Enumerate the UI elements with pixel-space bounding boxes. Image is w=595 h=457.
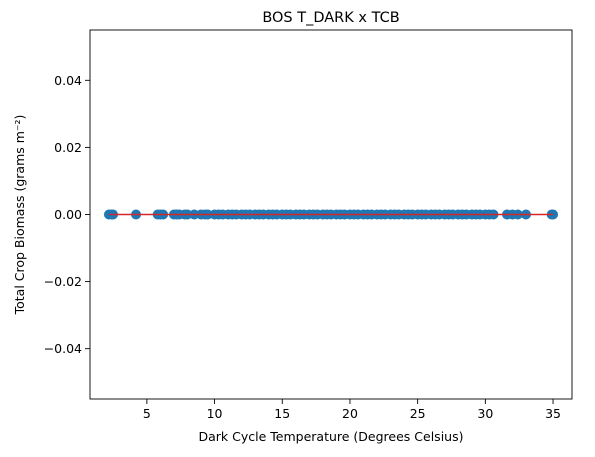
y-tick-label: 0.02 [54, 140, 82, 155]
y-axis: −0.04 −0.02 0.00 0.02 0.04 [44, 73, 90, 356]
y-tick-label: 0.04 [54, 73, 82, 88]
x-tick-label: 5 [143, 406, 151, 421]
x-tick-label: 15 [274, 406, 290, 421]
y-tick-label: −0.04 [44, 341, 82, 356]
x-tick-label: 30 [477, 406, 493, 421]
y-tick-label: −0.02 [44, 274, 82, 289]
y-tick-label: 0.00 [54, 207, 82, 222]
chart-title: BOS T_DARK x TCB [262, 10, 399, 26]
x-tick-label: 20 [342, 406, 358, 421]
x-axis-label: Dark Cycle Temperature (Degrees Celsius) [199, 429, 464, 444]
x-tick-label: 25 [410, 406, 426, 421]
x-tick-label: 35 [545, 406, 561, 421]
y-axis-label: Total Crop Biomass (grams m⁻²) [12, 115, 27, 316]
plot-area [103, 209, 559, 220]
x-tick-label: 10 [207, 406, 223, 421]
x-axis: 5 10 15 20 25 30 35 [143, 399, 561, 421]
